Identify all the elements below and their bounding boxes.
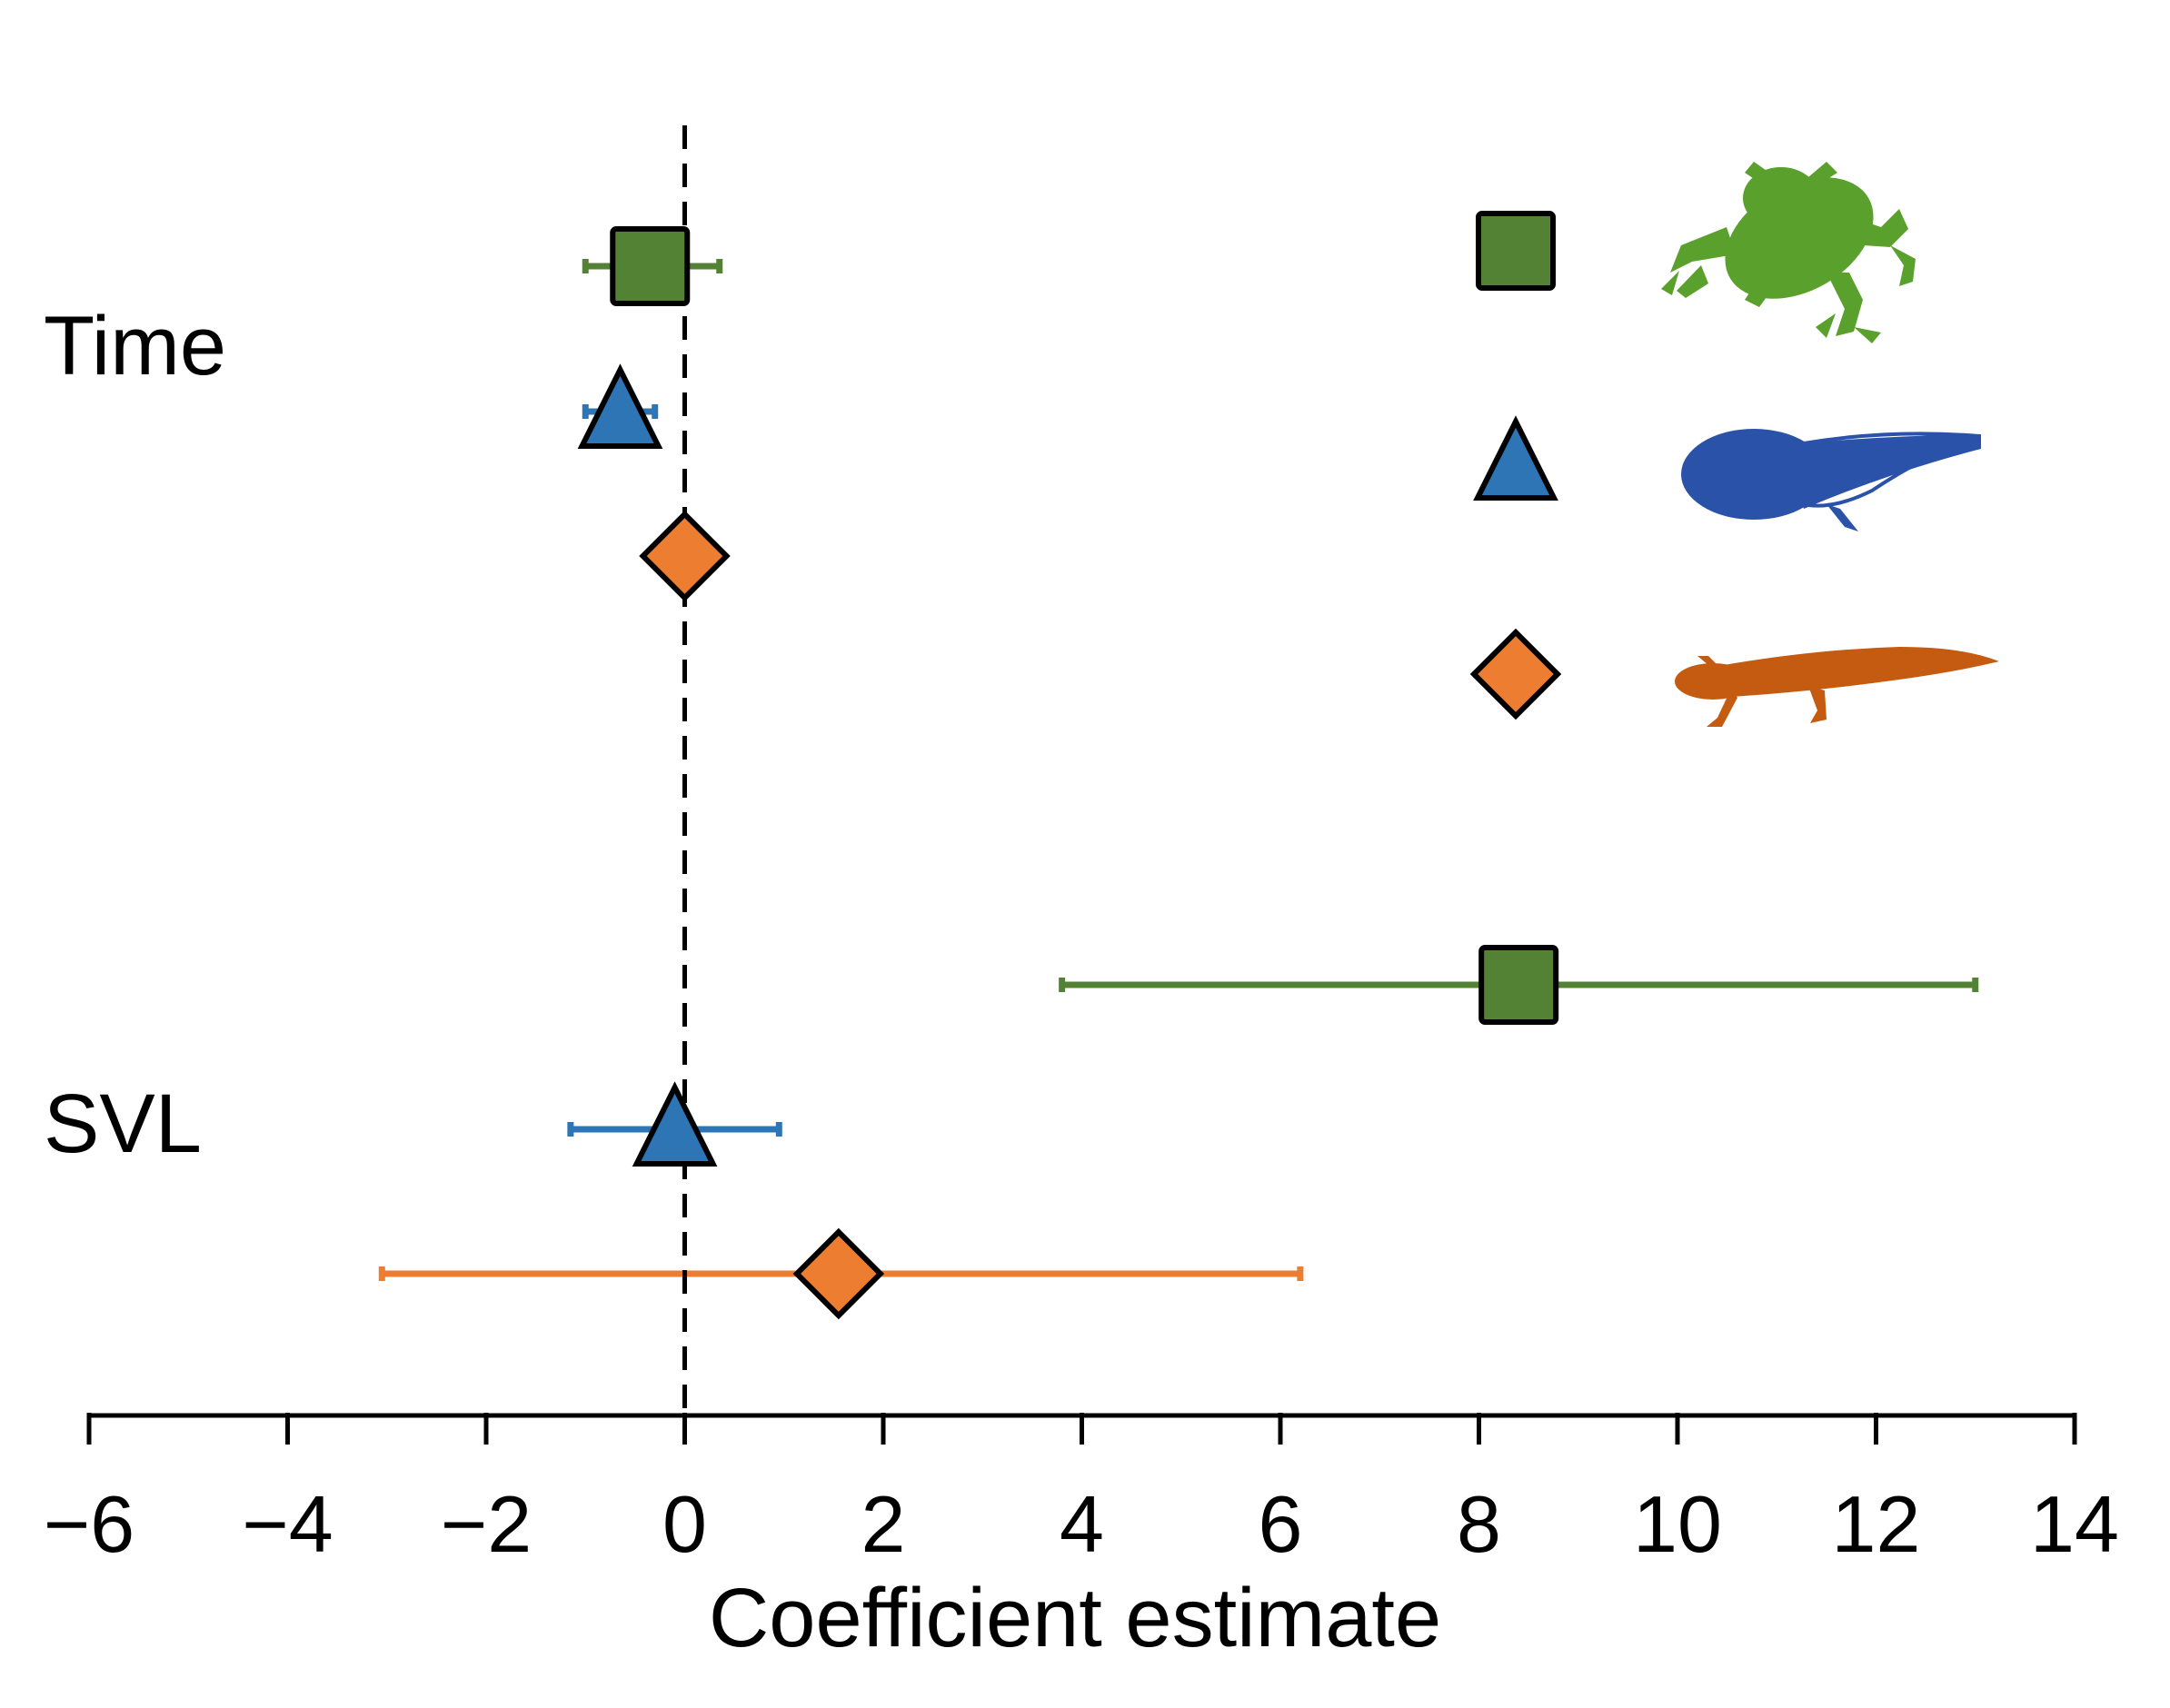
salamander-icon bbox=[1675, 647, 1999, 727]
x-tick-label-3: 0 bbox=[662, 1479, 707, 1569]
x-tick-label-7: 8 bbox=[1457, 1479, 1501, 1569]
salamander-svl-point bbox=[792, 1227, 885, 1320]
group-label-time: Time bbox=[44, 300, 226, 392]
x-tick-label-1: −4 bbox=[242, 1479, 333, 1569]
tadpole-icon bbox=[1681, 429, 1981, 531]
tadpole-time-point bbox=[577, 363, 663, 449]
x-tick-label-9: 12 bbox=[1832, 1479, 1921, 1569]
x-tick-label-4: 2 bbox=[861, 1479, 906, 1569]
x-tick-label-10: 14 bbox=[2030, 1479, 2119, 1569]
legend-salamander-marker bbox=[1469, 628, 1562, 720]
x-tick-label-8: 10 bbox=[1633, 1479, 1722, 1569]
frog-time-point bbox=[610, 226, 691, 306]
group-label-svl: SVL bbox=[44, 1077, 202, 1170]
x-axis-title: Coefficient estimate bbox=[709, 1572, 1441, 1664]
x-tick-label-6: 6 bbox=[1259, 1479, 1303, 1569]
frog-icon bbox=[1661, 162, 1916, 343]
x-tick-label-2: −2 bbox=[441, 1479, 532, 1569]
x-tick-label-0: −6 bbox=[44, 1479, 134, 1569]
legend bbox=[1469, 162, 1999, 727]
tadpole-svl-point bbox=[632, 1081, 718, 1167]
x-tick-label-5: 4 bbox=[1060, 1479, 1104, 1569]
legend-tadpole-marker bbox=[1473, 415, 1558, 501]
frog-svl-point bbox=[1478, 945, 1559, 1025]
legend-frog-marker bbox=[1476, 211, 1556, 291]
salamander-time-point bbox=[639, 510, 731, 602]
